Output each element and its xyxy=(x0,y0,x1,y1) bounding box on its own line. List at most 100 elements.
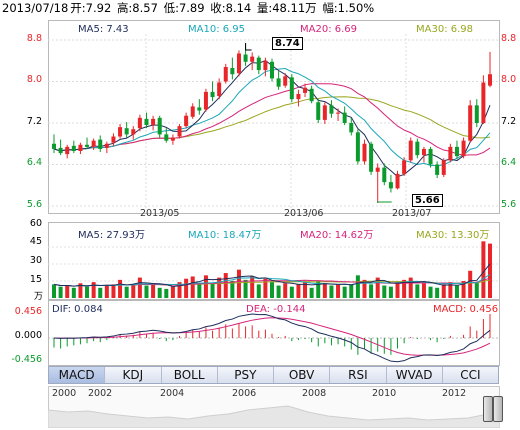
timeline-range-handle-right[interactable] xyxy=(493,396,503,422)
macd-ytick: 0.456 xyxy=(14,306,42,317)
candle-body xyxy=(78,144,83,152)
high-price-marker: 8.74 xyxy=(272,37,303,50)
volume-bar xyxy=(217,277,222,298)
candle-body xyxy=(124,128,129,135)
candle-body xyxy=(203,91,208,110)
tab-obv[interactable]: OBV xyxy=(274,367,331,383)
candle-body xyxy=(349,123,354,133)
price-ytick-right: 7.2 xyxy=(501,116,517,127)
macd-dea-line xyxy=(53,317,491,356)
tab-rsi[interactable]: RSI xyxy=(330,367,387,383)
price-ma20-line xyxy=(53,83,491,156)
volume-bar xyxy=(468,270,473,298)
volume-bar xyxy=(428,286,433,298)
tab-kdj[interactable]: KDJ xyxy=(105,367,162,383)
candle-body xyxy=(362,143,367,162)
volume-ytick: 60 xyxy=(29,218,42,229)
quote-volume: 量:48.11万 xyxy=(256,1,317,15)
volume-bar xyxy=(151,283,156,298)
candle-body xyxy=(243,54,248,62)
candle-body xyxy=(104,143,109,148)
candle-body xyxy=(65,146,70,155)
volume-bar xyxy=(203,275,208,298)
price-ytick-left: 5.6 xyxy=(26,199,42,210)
candle-body xyxy=(137,117,142,129)
candle-body xyxy=(408,140,413,161)
candle-body xyxy=(131,129,136,135)
vol-ma30-legend: MA30: 13.30万 xyxy=(416,230,490,241)
volume-bar xyxy=(289,286,294,298)
macd-dif-line xyxy=(53,313,491,363)
volume-bar xyxy=(184,278,189,298)
timeline-year: 2012 xyxy=(442,388,467,399)
tab-cci[interactable]: CCI xyxy=(460,368,481,382)
tab-psy[interactable]: PSY xyxy=(218,367,274,383)
volume-bar xyxy=(104,285,109,298)
candle-body xyxy=(197,107,202,111)
volume-bar xyxy=(296,284,301,298)
candle-body xyxy=(322,105,327,120)
volume-bar xyxy=(435,287,440,298)
quote-high: 高:8.57 xyxy=(116,1,158,15)
volume-ytick: 15 xyxy=(29,274,42,285)
volume-ytick: 30 xyxy=(29,255,42,266)
candle-body xyxy=(276,78,281,87)
candle-body xyxy=(382,167,387,183)
volume-bar xyxy=(375,277,380,298)
volume-bar xyxy=(488,243,492,298)
high-marker-pointer xyxy=(245,43,252,51)
quote-open: 开:7.92 xyxy=(70,1,112,15)
candle-body xyxy=(85,144,90,147)
macd-dea-label: DEA: -0.144 xyxy=(246,304,306,315)
price-ma10-legend: MA10: 6.95 xyxy=(188,24,246,35)
quote-date: 2013/07/18 xyxy=(2,1,69,15)
volume-bar xyxy=(382,285,387,298)
timeline-range-handle-left[interactable] xyxy=(483,396,493,422)
volume-bar xyxy=(137,277,142,298)
candle-body xyxy=(184,115,189,127)
price-ytick-left: 8.0 xyxy=(26,74,42,85)
candle-body xyxy=(448,146,453,161)
tab-wvad[interactable]: WVAD xyxy=(387,367,443,383)
candle-body xyxy=(263,60,268,71)
volume-bar xyxy=(124,286,129,298)
candle-body xyxy=(91,140,96,147)
candle-body xyxy=(118,127,123,137)
volume-bar xyxy=(309,287,314,298)
candle-body xyxy=(210,91,215,98)
volume-bar xyxy=(164,288,169,298)
price-ytick-left: 8.8 xyxy=(26,33,42,44)
macd-chart xyxy=(48,313,500,363)
volume-bar xyxy=(197,284,202,298)
candle-body xyxy=(402,160,407,174)
volume-bar xyxy=(395,282,400,298)
tab-boll[interactable]: BOLL xyxy=(162,367,218,383)
candle-body xyxy=(421,148,426,156)
price-ytick-left: 7.2 xyxy=(26,116,42,127)
candle-body xyxy=(296,93,301,100)
volume-bar xyxy=(303,282,308,298)
candle-body xyxy=(270,61,274,79)
candle-body xyxy=(236,53,241,74)
candle-body xyxy=(217,82,222,97)
volume-bar xyxy=(223,273,228,298)
volume-bar xyxy=(316,281,321,298)
timeline-year: 2000 xyxy=(52,388,77,399)
volume-bar xyxy=(52,284,56,298)
price-xtick: 2013/06 xyxy=(284,208,324,219)
candle-body xyxy=(283,76,288,86)
timeline-year: 2008 xyxy=(302,388,327,399)
price-ytick-right: 8.8 xyxy=(501,33,517,44)
candle-body xyxy=(468,105,473,141)
candle-body xyxy=(98,139,103,149)
candle-body xyxy=(250,56,255,62)
volume-bar xyxy=(461,281,466,298)
quote-change: 幅:1.50% xyxy=(322,1,375,15)
candle-body xyxy=(256,57,261,71)
vol-ma10-legend: MA10: 18.47万 xyxy=(188,230,262,241)
tab-macd[interactable]: MACD xyxy=(49,367,106,383)
candle-body xyxy=(461,140,466,157)
volume-bar xyxy=(91,282,96,298)
volume-bar xyxy=(329,285,334,298)
candle-body xyxy=(52,143,56,149)
